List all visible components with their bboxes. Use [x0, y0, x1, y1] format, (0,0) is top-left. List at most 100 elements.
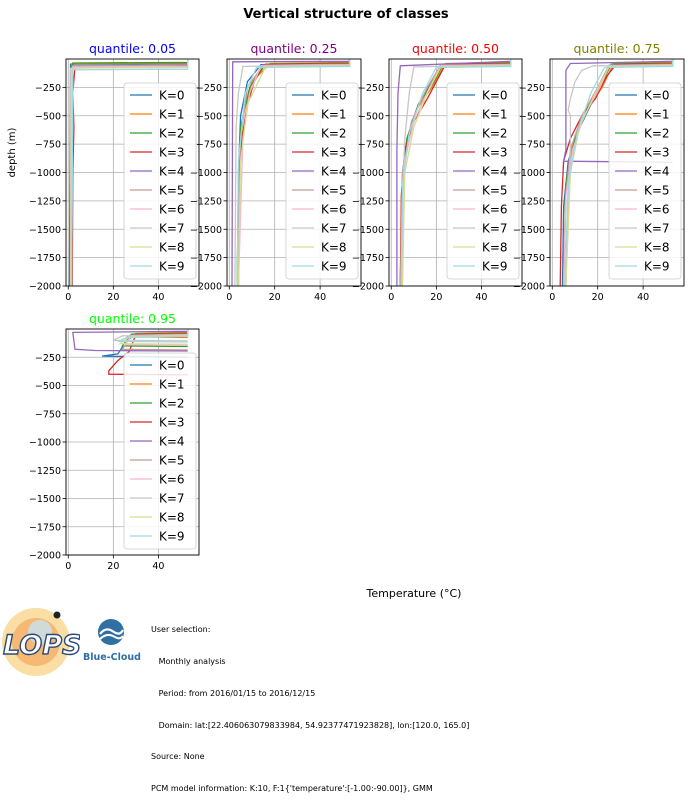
y-tick-label: −250	[519, 83, 545, 94]
x-tick-label: 40	[152, 561, 164, 572]
x-tick-label: 20	[107, 561, 119, 572]
x-tick-label: 0	[65, 561, 71, 572]
y-tick-label: −1750	[190, 253, 222, 264]
legend-label: K=2	[482, 127, 508, 141]
y-tick-label: −1250	[513, 196, 545, 207]
x-tick-label: 40	[152, 292, 164, 303]
legend-label: K=0	[159, 89, 185, 103]
x-tick-label: 20	[430, 292, 442, 303]
y-tick-label: −250	[35, 353, 61, 364]
legend-label: K=5	[159, 454, 185, 468]
panel-title: quantile: 0.50	[412, 41, 499, 56]
x-tick-label: 40	[637, 292, 649, 303]
model-info-text: User selection: Monthly analysis Period:…	[151, 604, 469, 805]
y-tick-label: −1750	[29, 522, 61, 533]
legend-label: K=3	[644, 146, 670, 160]
legend-box	[608, 82, 682, 280]
y-tick-label: −1250	[29, 196, 61, 207]
panel-title: quantile: 0.05	[89, 41, 176, 56]
y-tick-label: −1000	[190, 168, 222, 179]
legend-label: K=1	[159, 378, 185, 392]
legend-label: K=4	[159, 165, 185, 179]
legend-label: K=7	[159, 492, 185, 506]
panel-title: quantile: 0.75	[574, 41, 661, 56]
legend-label: K=7	[482, 222, 508, 236]
y-tick-label: −1250	[352, 196, 384, 207]
x-axis-label: Temperature (°C)	[366, 587, 462, 600]
legend-label: K=6	[644, 203, 670, 217]
legend-box	[446, 82, 520, 280]
legend-label: K=9	[159, 260, 185, 274]
y-tick-label: −250	[358, 83, 384, 94]
y-tick-label: −1250	[29, 466, 61, 477]
series-line-K=9	[236, 59, 351, 286]
y-tick-label: −2000	[29, 551, 61, 562]
y-tick-label: −250	[35, 83, 61, 94]
chart-panel: −250 −500 −750 −1000 −1250 −1500 −1750 −2000 0 20…	[7, 41, 200, 303]
x-tick-label: 20	[269, 292, 281, 303]
y-tick-label: −500	[35, 381, 61, 392]
legend-label: K=5	[159, 184, 185, 198]
y-tick-label: −1500	[190, 225, 222, 236]
legend-label: K=4	[159, 435, 185, 449]
legend-label: K=4	[321, 165, 347, 179]
y-tick-label: −500	[519, 111, 545, 122]
y-tick-label: −750	[35, 140, 61, 151]
y-tick-label: −500	[358, 111, 384, 122]
legend-label: K=3	[321, 146, 347, 160]
legend-label: K=3	[159, 416, 185, 430]
info-line: Domain: lat:[22.406063079833984, 54.9237…	[151, 720, 470, 730]
chart-panel: −250 −500 −750 −1000 −1250 −1500 −1750 −2000 0 20…	[352, 41, 523, 303]
info-line: Period: from 2016/01/15 to 2016/12/15	[151, 688, 316, 698]
legend-label: K=9	[321, 260, 347, 274]
y-tick-label: −2000	[29, 282, 61, 293]
series-group	[68, 59, 189, 286]
legend-label: K=1	[644, 108, 670, 122]
legend-label: K=7	[321, 222, 347, 236]
legend-box	[285, 82, 359, 280]
y-tick-label: −500	[35, 111, 61, 122]
x-tick-label: 40	[314, 292, 326, 303]
legend-label: K=3	[482, 146, 508, 160]
legend-label: K=7	[644, 222, 670, 236]
legend-label: K=2	[159, 127, 185, 141]
chart-panel: −250 −500 −750 −1000 −1250 −1500 −1750 −2000 0 20…	[190, 41, 362, 303]
y-tick-label: −2000	[352, 282, 384, 293]
legend-label: K=5	[644, 184, 670, 198]
legend-label: K=0	[321, 89, 347, 103]
y-tick-label: −750	[358, 140, 384, 151]
y-tick-label: −2000	[190, 282, 222, 293]
legend-label: K=2	[644, 127, 670, 141]
legend-label: K=6	[159, 203, 185, 217]
legend-label: K=2	[321, 127, 347, 141]
legend-label: K=9	[482, 260, 508, 274]
series-line-K=9	[117, 329, 189, 343]
x-tick-label: 40	[475, 292, 487, 303]
y-tick-label: −750	[196, 140, 222, 151]
y-tick-label: −250	[196, 83, 222, 94]
y-tick-label: −1500	[513, 225, 545, 236]
legend-label: K=9	[159, 530, 185, 544]
legend-box	[123, 82, 197, 280]
legend-label: K=6	[321, 203, 347, 217]
legend-box	[123, 352, 197, 550]
y-tick-label: −1500	[29, 225, 61, 236]
legend-label: K=7	[159, 222, 185, 236]
legend-label: K=9	[644, 260, 670, 274]
chart-panel: −250 −500 −750 −1000 −1250 −1500 −1750 −2000 0 20…	[513, 41, 685, 303]
y-axis-label: depth (m)	[7, 127, 18, 177]
legend-label: K=8	[482, 241, 508, 255]
legend-label: K=0	[159, 359, 185, 373]
info-line: PCM model information: K:10, F:1{'temper…	[151, 784, 433, 794]
panel-title: quantile: 0.25	[251, 41, 338, 56]
y-tick-label: −750	[519, 140, 545, 151]
legend-label: K=8	[159, 511, 185, 525]
series-group	[559, 59, 674, 286]
lops-logo: LOPS	[2, 608, 80, 676]
y-tick-label: −1250	[190, 196, 222, 207]
series-group	[72, 329, 189, 376]
y-tick-label: −1000	[29, 438, 61, 449]
info-line: Source: None	[151, 752, 205, 762]
figure-title: Vertical structure of classes	[243, 7, 449, 22]
y-tick-label: −2000	[513, 282, 545, 293]
